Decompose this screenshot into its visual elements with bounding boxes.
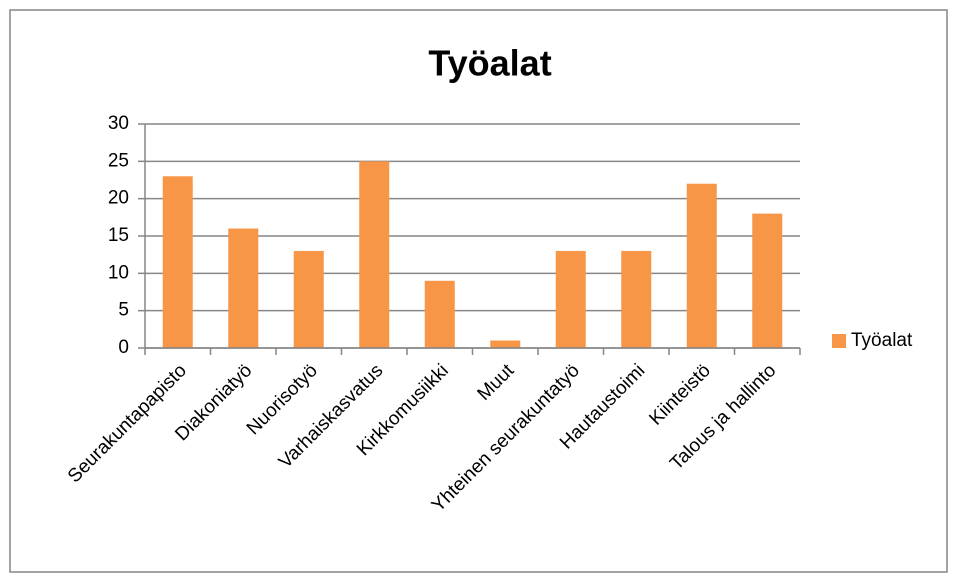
y-tick-label: 15 [108, 225, 129, 246]
bar [424, 280, 455, 348]
y-tick-label: 20 [108, 188, 129, 209]
bar [686, 183, 717, 348]
bar [621, 250, 652, 348]
legend-label: Työalat [851, 330, 913, 351]
bar [752, 213, 783, 348]
bar [555, 250, 586, 348]
bar [162, 176, 193, 348]
bar [359, 161, 390, 348]
y-tick-label: 0 [118, 337, 129, 358]
chart-border [9, 9, 948, 573]
bar [228, 228, 259, 348]
y-tick-label: 30 [108, 113, 129, 134]
y-tick-label: 25 [108, 150, 129, 171]
y-tick-label: 10 [108, 262, 129, 283]
bar [293, 250, 324, 348]
bar [490, 340, 521, 348]
legend-swatch [832, 334, 846, 348]
y-tick-label: 5 [118, 300, 129, 321]
chart-title: Työalat [428, 43, 551, 84]
